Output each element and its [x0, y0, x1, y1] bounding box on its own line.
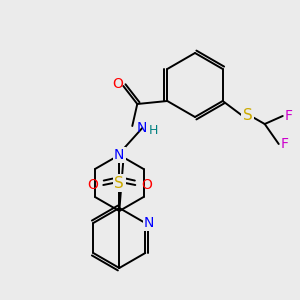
Text: S: S [114, 176, 124, 190]
Text: O: O [141, 178, 152, 192]
Text: N: N [144, 216, 154, 230]
Text: O: O [112, 77, 123, 91]
Text: N: N [137, 121, 148, 135]
Text: S: S [243, 109, 253, 124]
Text: F: F [281, 137, 289, 151]
Text: O: O [87, 178, 98, 192]
Text: N: N [114, 148, 124, 162]
Text: H: H [148, 124, 158, 136]
Text: F: F [285, 109, 293, 123]
